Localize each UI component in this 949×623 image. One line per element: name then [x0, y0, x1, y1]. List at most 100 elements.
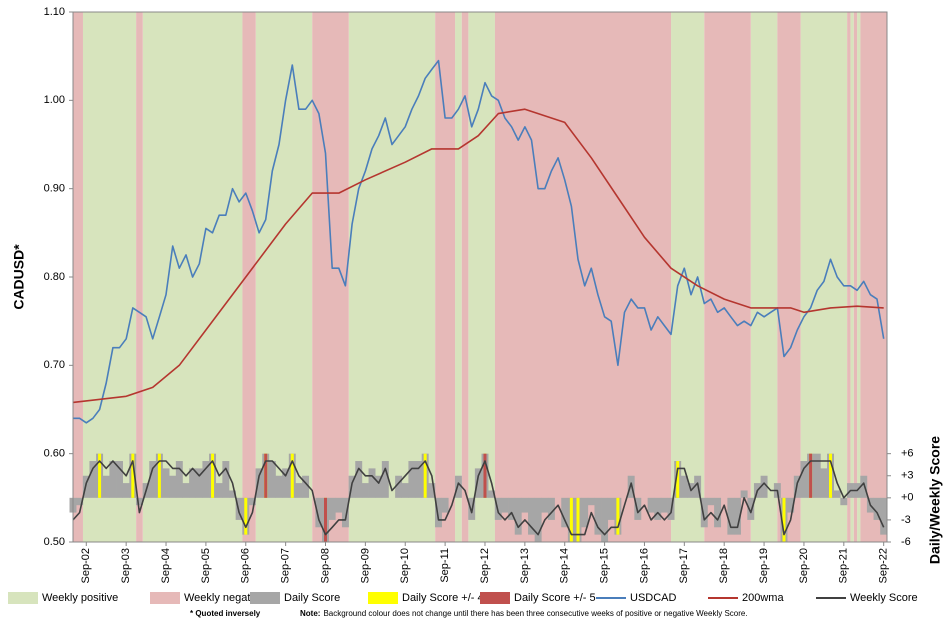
score-bar	[616, 497, 620, 535]
legend-label: USDCAD	[630, 592, 677, 604]
score-bar	[175, 461, 183, 498]
score-bar	[315, 497, 323, 528]
score-bar	[813, 453, 821, 498]
legend-swatch	[368, 592, 398, 604]
footnote: * Quoted inversely	[190, 609, 261, 618]
legend-label: 200wma	[742, 592, 784, 604]
score-bar	[727, 497, 735, 535]
region-band	[847, 12, 851, 542]
x-tick-label: Sep-22	[878, 548, 890, 583]
score-bar	[829, 453, 833, 498]
score-bar	[408, 461, 416, 498]
score-bar	[295, 483, 303, 498]
legend-label: Daily Score +/- 4	[402, 592, 484, 604]
score-bar	[423, 453, 427, 498]
x-tick-label: Sep-11	[439, 548, 451, 583]
score-bar	[833, 490, 841, 498]
score-bar	[401, 483, 409, 498]
score-bar	[508, 497, 516, 520]
score-bar	[248, 497, 256, 506]
score-bar	[528, 497, 535, 535]
legend-label: Weekly negative	[184, 592, 265, 604]
x-tick-label: Sep-12	[479, 548, 491, 583]
score-bar	[860, 475, 868, 498]
note-text: Background colour does not change until …	[323, 609, 747, 618]
region-band	[750, 12, 778, 542]
y-tick-label: 0.90	[44, 183, 65, 195]
score-bar	[290, 453, 294, 498]
score-bar	[89, 461, 97, 498]
region-band	[136, 12, 143, 542]
score-bar	[576, 497, 580, 542]
legend-swatch	[480, 592, 510, 604]
score-bar	[275, 475, 283, 498]
score-bar	[534, 497, 542, 542]
score-bar	[501, 497, 509, 513]
score-bar	[341, 497, 349, 528]
note-label: Note:	[300, 609, 320, 618]
region-band	[850, 12, 854, 542]
region-band	[242, 12, 256, 542]
x-tick-label: Sep-21	[838, 548, 850, 583]
series-line	[72, 460, 885, 536]
score-bar	[135, 497, 143, 506]
score-bar	[809, 453, 813, 498]
score-bar	[182, 483, 190, 498]
score-bar	[335, 497, 343, 513]
score-bar	[202, 461, 210, 498]
x-tick-label: Sep-09	[359, 548, 371, 583]
score-bar	[434, 497, 442, 528]
score-bar	[76, 497, 84, 506]
score-bar	[395, 475, 403, 498]
x-tick-label: Sep-03	[120, 548, 132, 583]
x-tick-label: Sep-15	[598, 548, 610, 583]
y2-tick-label: +3	[901, 470, 914, 482]
score-bar	[654, 497, 662, 520]
legend-label: Weekly Score	[850, 592, 918, 604]
y-tick-label: 0.50	[44, 536, 65, 548]
score-bar	[647, 497, 655, 513]
score-bar	[368, 468, 376, 498]
y2-tick-label: -3	[901, 514, 911, 526]
x-tick-label: Sep-06	[240, 548, 252, 583]
score-bar	[594, 497, 602, 535]
score-bar	[747, 497, 755, 520]
y-axis-title: CADUSD*	[11, 244, 27, 310]
score-bar	[521, 497, 529, 513]
x-tick-label: Sep-20	[798, 548, 810, 583]
score-bar	[324, 497, 328, 542]
score-bar	[355, 461, 363, 498]
y2-tick-label: -6	[901, 536, 911, 548]
score-bar	[222, 461, 230, 498]
score-bar	[268, 461, 276, 498]
x-tick-label: Sep-16	[638, 548, 650, 583]
score-bar	[195, 468, 203, 498]
x-tick-label: Sep-18	[718, 548, 730, 583]
score-bar	[707, 497, 715, 506]
score-bar	[587, 497, 595, 506]
y-tick-label: 0.60	[44, 448, 65, 460]
score-bar	[215, 483, 223, 498]
score-bar	[607, 497, 615, 520]
region-band	[704, 12, 751, 542]
x-tick-label: Sep-17	[678, 548, 690, 583]
score-bar	[483, 453, 487, 498]
region-band	[857, 12, 861, 542]
score-bar	[547, 497, 555, 520]
y-tick-label: 1.10	[44, 6, 65, 18]
region-band	[348, 12, 436, 542]
region-band	[461, 12, 469, 542]
x-tick-label: Sep-10	[399, 548, 411, 583]
note: Note: Background colour does not change u…	[300, 609, 748, 618]
score-bar	[169, 475, 177, 498]
series-line	[73, 59, 885, 424]
score-bar	[634, 497, 642, 520]
score-bar	[375, 475, 383, 498]
score-bar	[328, 497, 336, 520]
x-tick-label: Sep-13	[519, 548, 531, 583]
legend-swatch	[150, 592, 180, 604]
score-bar	[102, 475, 110, 498]
region-band	[860, 12, 887, 542]
score-bar	[840, 497, 848, 506]
score-bar	[760, 475, 768, 498]
